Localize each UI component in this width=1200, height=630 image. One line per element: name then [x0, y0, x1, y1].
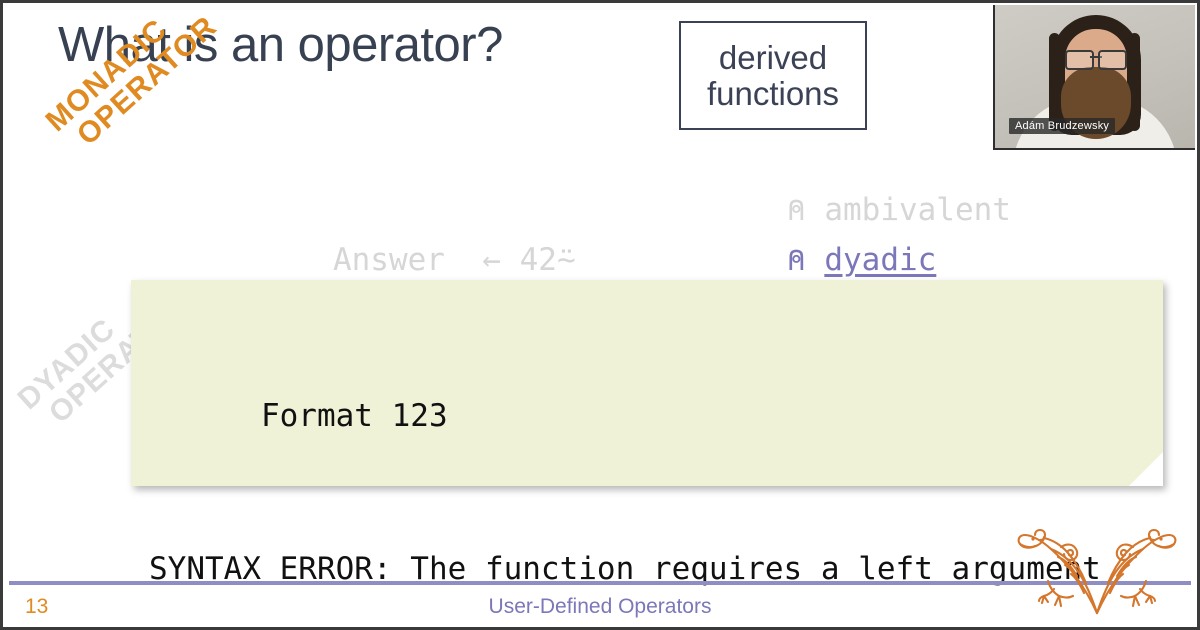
dyalog-ravens-logo — [1017, 528, 1177, 615]
webcam-sidelock-right — [1129, 33, 1140, 131]
webcam-overlay[interactable]: Adám Brudzewsky — [993, 5, 1195, 150]
derived-functions-box: derived functions — [679, 21, 867, 130]
syntax-error-popup: Format 123 SYNTAX ERROR: The function re… — [131, 280, 1163, 587]
code-note-format-link[interactable]: dyadic — [824, 242, 937, 278]
footer-divider — [9, 581, 1191, 585]
popup-line-1: Format 123 — [149, 398, 448, 434]
derived-box-line-1: derived — [718, 38, 828, 76]
page-number: 13 — [25, 595, 49, 618]
page-title: What is an operator? — [58, 18, 503, 72]
code-note-format[interactable]: ⍝ dyadic — [787, 235, 936, 285]
code-row-answer: Answer ← 42⍨ ⍝ ambivalent — [221, 185, 1011, 278]
webcam-sidelock-left — [1049, 33, 1060, 131]
derived-box-line-2: functions — [706, 74, 840, 112]
lamp-icon: ⍝ — [787, 242, 825, 278]
glasses-bridge — [1090, 56, 1102, 58]
glasses-lens-left — [1065, 50, 1094, 70]
code-text-answer: Answer ← 42 — [332, 242, 557, 278]
glasses-icon — [1065, 50, 1127, 70]
code-row-format: Format ← 1200⍕ ⍝ dyadic — [221, 235, 936, 328]
glasses-lens-right — [1098, 50, 1127, 70]
footer-title: User-Defined Operators — [488, 595, 712, 618]
code-glyph-commute-icon: ⍨ — [556, 242, 576, 278]
code-note-answer: ⍝ ambivalent — [787, 192, 1011, 228]
speaker-name-label: Adám Brudzewsky — [1009, 118, 1116, 134]
